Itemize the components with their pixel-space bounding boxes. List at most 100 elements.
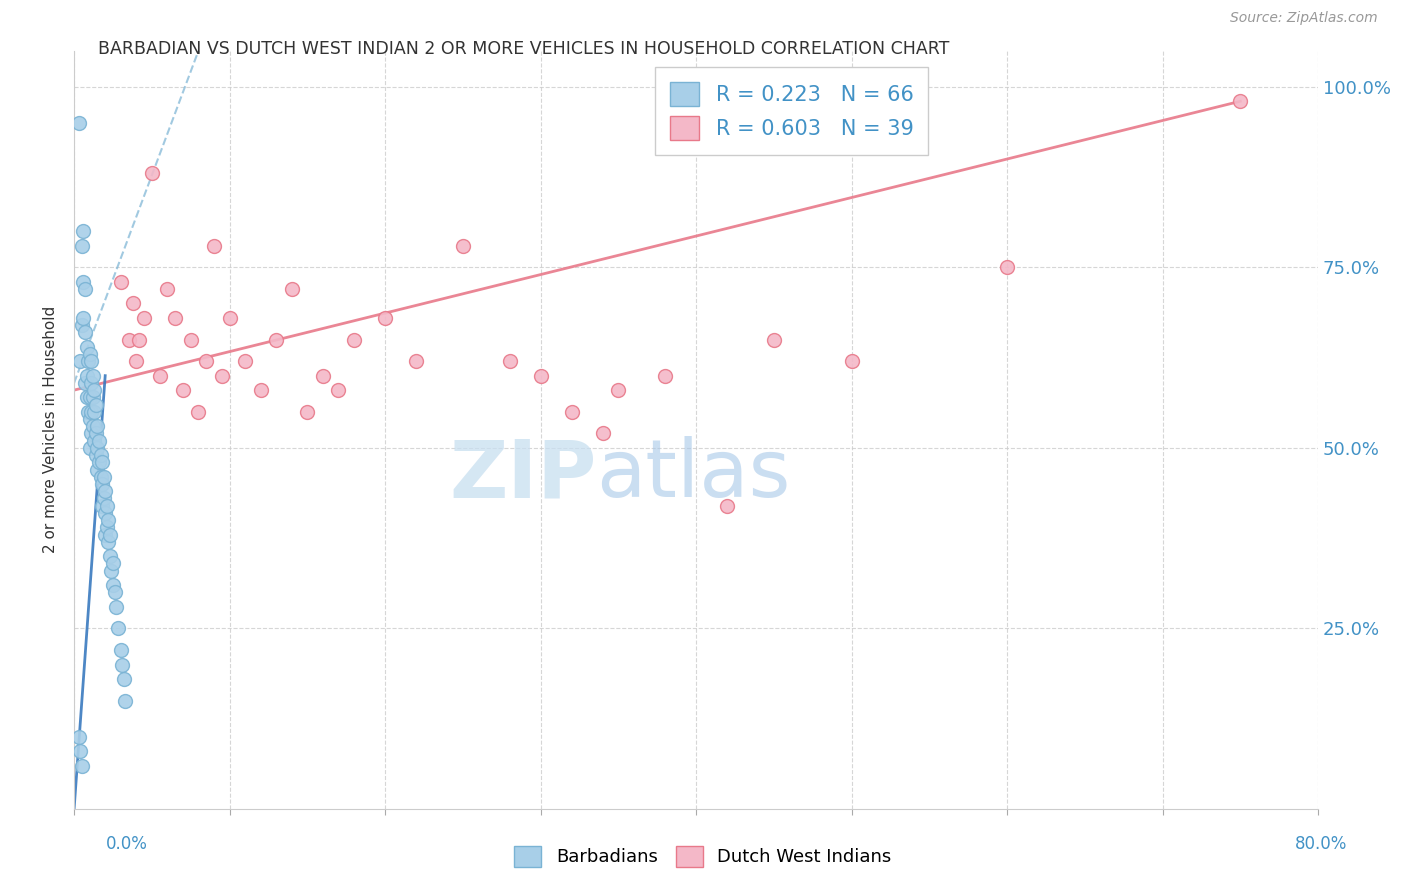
Point [202, 238, 225, 252]
Point [110, 275, 132, 289]
Point [82, 368, 104, 383]
Point [98, 549, 121, 564]
Point [94, 484, 117, 499]
Point [96, 499, 118, 513]
Point [93, 470, 115, 484]
Point [86, 419, 108, 434]
Text: atlas: atlas [596, 436, 792, 515]
Point [762, 333, 785, 347]
Point [94, 527, 117, 541]
Point [86, 441, 108, 455]
Point [233, 354, 256, 368]
Point [249, 383, 271, 397]
Point [89, 448, 111, 462]
Point [69, 744, 91, 758]
Point [343, 333, 366, 347]
Point [89, 470, 111, 484]
Point [77, 405, 100, 419]
Point [841, 354, 863, 368]
Point [97, 534, 120, 549]
Point [607, 383, 630, 397]
Point [122, 296, 145, 310]
Point [67, 116, 90, 130]
Point [180, 333, 202, 347]
Point [716, 499, 738, 513]
Point [111, 657, 134, 672]
Point [84, 448, 107, 462]
Point [87, 455, 110, 469]
Point [110, 643, 132, 657]
Point [80, 354, 103, 368]
Point [73, 326, 96, 340]
Point [132, 310, 155, 325]
Point [498, 354, 520, 368]
Legend: R = 0.223   N = 66, R = 0.603   N = 39: R = 0.223 N = 66, R = 0.603 N = 39 [655, 67, 928, 155]
Point [83, 405, 105, 419]
Point [72, 275, 94, 289]
Point [218, 310, 240, 325]
Point [995, 260, 1018, 275]
Point [93, 491, 115, 506]
Point [80, 376, 103, 390]
Point [125, 354, 148, 368]
Point [374, 310, 396, 325]
Point [105, 599, 128, 614]
Point [592, 426, 614, 441]
Point [405, 354, 427, 368]
Point [91, 499, 114, 513]
Point [86, 462, 108, 476]
Point [84, 426, 107, 441]
Point [297, 405, 319, 419]
Point [312, 368, 335, 383]
Point [73, 376, 96, 390]
Point [172, 383, 194, 397]
Point [128, 333, 150, 347]
Point [211, 368, 233, 383]
Point [101, 578, 124, 592]
Point [79, 390, 101, 404]
Point [80, 426, 103, 441]
Point [561, 405, 583, 419]
Point [654, 368, 676, 383]
Point [80, 405, 103, 419]
Point [328, 383, 350, 397]
Y-axis label: 2 or more Vehicles in Household: 2 or more Vehicles in Household [44, 306, 58, 553]
Point [101, 557, 124, 571]
Text: Source: ZipAtlas.com: Source: ZipAtlas.com [1230, 12, 1378, 25]
Point [149, 368, 172, 383]
Point [70, 318, 93, 332]
Point [114, 694, 136, 708]
Text: BARBADIAN VS DUTCH WEST INDIAN 2 OR MORE VEHICLES IN HOUSEHOLD CORRELATION CHART: BARBADIAN VS DUTCH WEST INDIAN 2 OR MORE… [98, 40, 950, 58]
Point [77, 354, 100, 368]
Point [97, 513, 120, 527]
Point [195, 354, 218, 368]
Point [451, 238, 474, 252]
Point [96, 520, 118, 534]
Point [98, 527, 121, 541]
Point [91, 455, 114, 469]
Text: 0.0%: 0.0% [105, 835, 148, 853]
Point [67, 730, 90, 744]
Point [107, 622, 129, 636]
Point [94, 506, 117, 520]
Point [100, 564, 122, 578]
Point [1229, 94, 1251, 108]
Point [79, 441, 101, 455]
Point [72, 310, 94, 325]
Point [141, 166, 163, 180]
Point [82, 390, 104, 404]
Point [82, 419, 104, 434]
Legend: Barbadians, Dutch West Indians: Barbadians, Dutch West Indians [508, 838, 898, 874]
Point [70, 238, 93, 252]
Point [69, 354, 91, 368]
Text: 80.0%: 80.0% [1295, 835, 1347, 853]
Point [117, 333, 139, 347]
Point [84, 398, 107, 412]
Point [103, 585, 125, 599]
Point [70, 758, 93, 772]
Point [156, 282, 179, 296]
Point [530, 368, 553, 383]
Point [264, 333, 287, 347]
Point [76, 368, 98, 383]
Point [73, 282, 96, 296]
